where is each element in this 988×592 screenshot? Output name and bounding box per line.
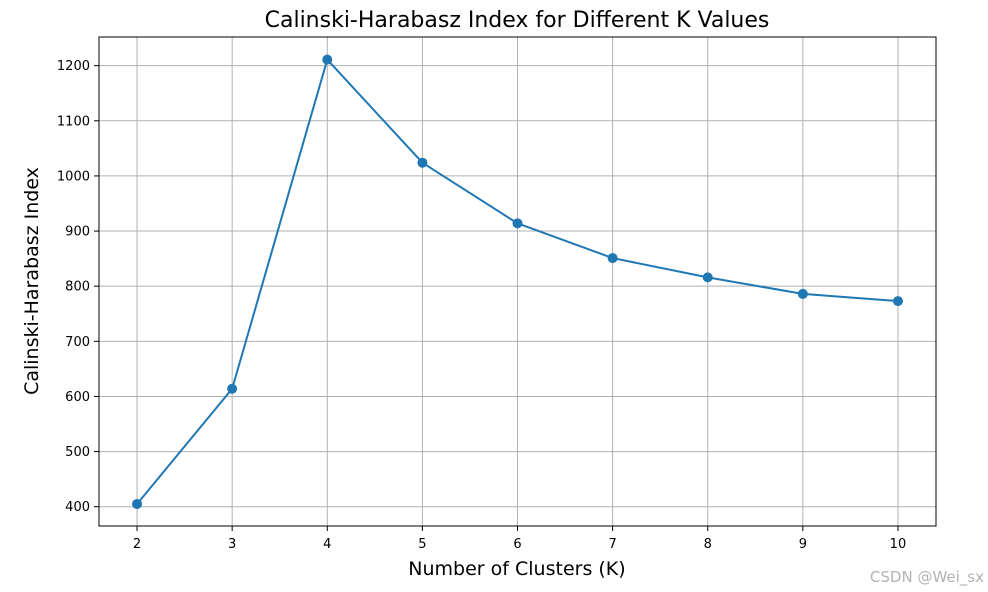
data-point bbox=[512, 218, 523, 229]
y-tick-label: 700 bbox=[65, 335, 90, 350]
x-axis-label: Number of Clusters (K) bbox=[408, 558, 625, 580]
y-tick-label: 600 bbox=[65, 390, 90, 405]
chart-title: Calinski-Harabasz Index for Different K … bbox=[265, 8, 770, 33]
x-tick-label: 10 bbox=[890, 537, 907, 552]
data-point bbox=[132, 498, 143, 509]
y-axis: 400 500 600 700 800 900 1000 1100 1200 bbox=[57, 59, 99, 515]
x-tick-label: 5 bbox=[418, 537, 426, 552]
y-tick-label: 1000 bbox=[57, 169, 90, 184]
data-point bbox=[227, 383, 238, 394]
y-tick-label: 1100 bbox=[57, 114, 90, 129]
watermark: CSDN @Wei_sx bbox=[870, 568, 984, 587]
x-axis: 2 3 4 5 6 7 8 9 10 bbox=[133, 526, 906, 552]
x-tick-label: 3 bbox=[228, 537, 236, 552]
y-tick-label: 900 bbox=[65, 225, 90, 240]
data-point bbox=[417, 157, 428, 168]
x-tick-label: 4 bbox=[323, 537, 331, 552]
x-tick-label: 2 bbox=[133, 537, 141, 552]
x-tick-label: 9 bbox=[799, 537, 807, 552]
y-tick-label: 400 bbox=[65, 500, 90, 515]
y-axis-label: Calinski-Harabasz Index bbox=[21, 167, 43, 395]
grid bbox=[99, 37, 936, 526]
data-point bbox=[797, 288, 808, 299]
x-tick-label: 8 bbox=[704, 537, 712, 552]
series bbox=[132, 54, 903, 509]
x-tick-label: 7 bbox=[608, 537, 616, 552]
data-point bbox=[892, 296, 903, 307]
y-tick-label: 1200 bbox=[57, 59, 90, 74]
data-point bbox=[702, 272, 713, 283]
data-point bbox=[607, 253, 618, 264]
y-tick-label: 500 bbox=[65, 445, 90, 460]
y-tick-label: 800 bbox=[65, 280, 90, 295]
data-point bbox=[322, 54, 333, 65]
x-tick-label: 6 bbox=[513, 537, 521, 552]
